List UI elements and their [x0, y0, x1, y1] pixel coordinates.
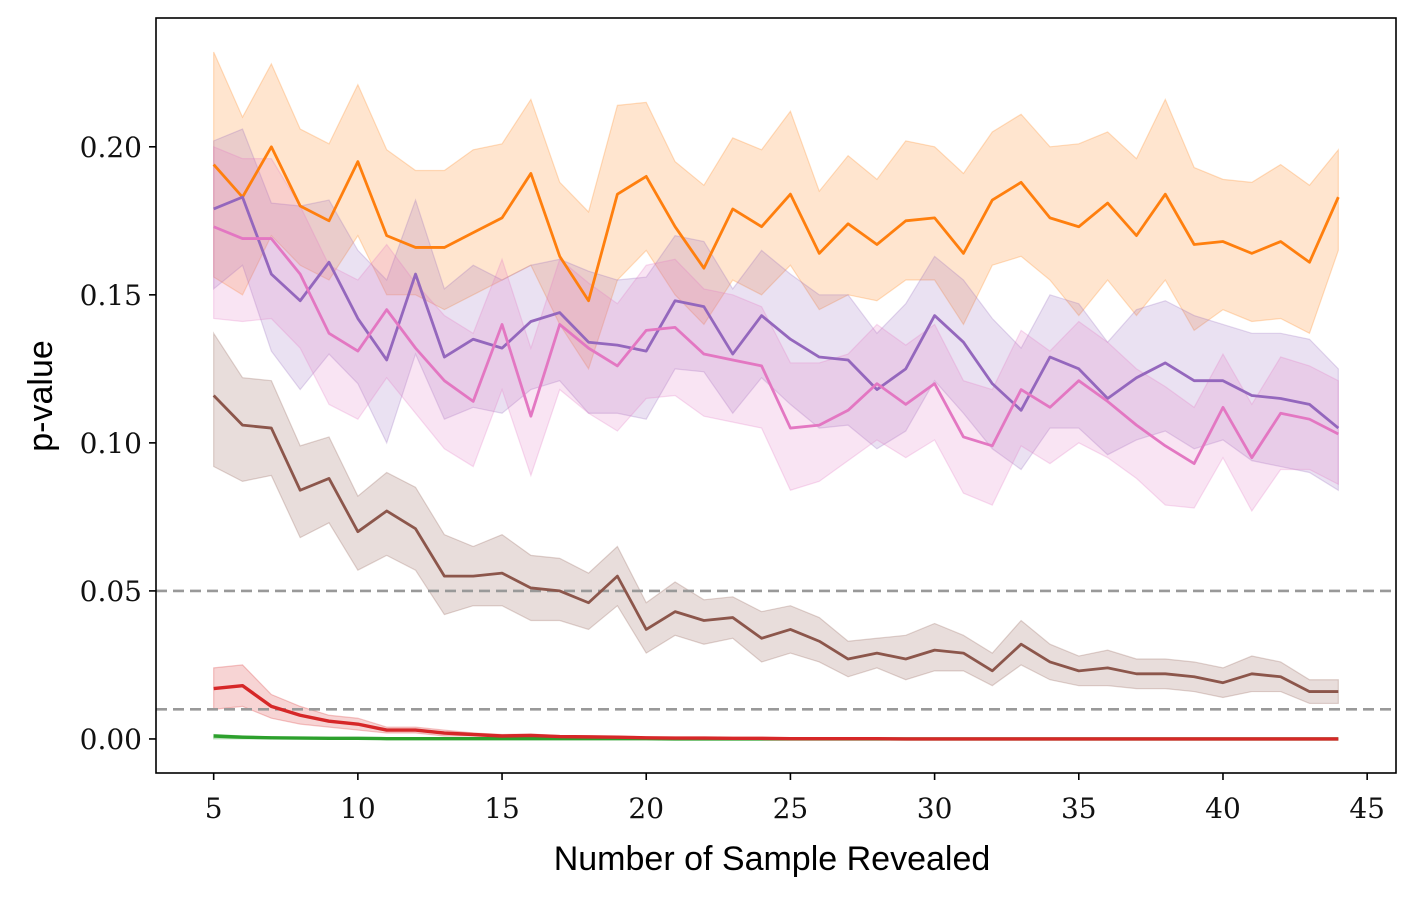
x-tick-label: 15 [484, 792, 520, 825]
x-tick-label: 20 [628, 792, 664, 825]
plot-frame [155, 17, 1397, 774]
y-tick-label: 0.20 [80, 131, 142, 164]
y-tick-label: 0.10 [80, 427, 142, 460]
confidence-band-4 [213, 331, 1339, 705]
x-axis-ticks: 5 10 15 20 25 30 35 40 45 [205, 773, 1385, 825]
series-line-2 [213, 195, 1340, 430]
y-tick-label: 0.15 [80, 279, 142, 312]
y-tick-label: 0.05 [80, 575, 142, 608]
series-line-3 [213, 225, 1339, 465]
x-tick-label: 40 [1205, 792, 1241, 825]
x-tick-label: 25 [773, 792, 809, 825]
x-tick-label: 5 [205, 792, 223, 825]
series-lines [212, 145, 1340, 741]
confidence-band-3 [213, 145, 1339, 513]
x-tick-label: 35 [1061, 792, 1097, 825]
y-axis-title: p-value [22, 340, 60, 452]
series-line-4 [212, 394, 1339, 693]
series-line-1 [212, 145, 1340, 303]
y-tick-label: 0.00 [80, 723, 142, 756]
reference-lines [156, 589, 1396, 711]
series-line-6 [213, 683, 1339, 741]
y-axis-ticks: 0.00 0.05 0.10 0.15 0.20 [80, 131, 156, 756]
x-axis-title: Number of Sample Revealed [554, 840, 991, 878]
x-tick-label: 45 [1349, 792, 1385, 825]
x-tick-label: 30 [917, 792, 953, 825]
x-tick-label: 10 [340, 792, 376, 825]
